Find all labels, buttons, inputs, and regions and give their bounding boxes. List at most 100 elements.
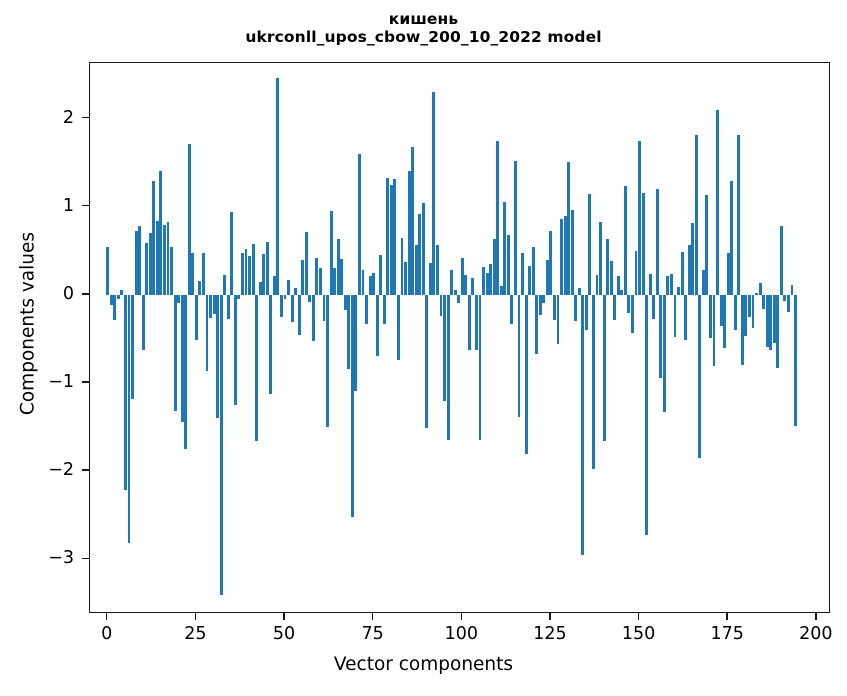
bar bbox=[350, 294, 354, 518]
bar bbox=[265, 241, 269, 295]
bar bbox=[283, 294, 287, 300]
x-tick-label: 50 bbox=[272, 624, 296, 644]
bar bbox=[677, 286, 680, 295]
bar bbox=[124, 294, 127, 490]
bar bbox=[159, 170, 163, 295]
bar bbox=[393, 179, 397, 295]
bar bbox=[783, 294, 787, 302]
x-tick-label: 75 bbox=[361, 624, 384, 644]
bar bbox=[216, 294, 220, 419]
y-tick-mark bbox=[82, 116, 89, 119]
bar bbox=[499, 286, 503, 295]
bar bbox=[453, 289, 457, 295]
x-tick-label: 150 bbox=[621, 624, 656, 644]
bar bbox=[170, 247, 173, 295]
bar bbox=[627, 294, 631, 314]
y-tick-label: 0 bbox=[62, 283, 74, 304]
bar bbox=[553, 294, 556, 320]
bar bbox=[400, 238, 404, 295]
bar bbox=[397, 294, 400, 361]
bar bbox=[659, 294, 663, 378]
bar bbox=[556, 294, 560, 345]
bar bbox=[545, 259, 549, 295]
bar bbox=[233, 294, 237, 406]
bar bbox=[755, 293, 758, 295]
x-tick-mark bbox=[194, 613, 197, 620]
x-tick-label: 175 bbox=[710, 624, 744, 644]
bar bbox=[361, 270, 365, 295]
bar bbox=[489, 264, 493, 295]
bar bbox=[365, 294, 368, 324]
bar bbox=[733, 294, 737, 331]
x-tick-mark bbox=[283, 613, 285, 620]
bar bbox=[109, 294, 113, 306]
bar bbox=[414, 244, 418, 295]
y-tick-mark bbox=[82, 557, 89, 560]
bar bbox=[134, 231, 138, 295]
bar bbox=[673, 294, 677, 338]
bar bbox=[641, 192, 645, 295]
bar bbox=[588, 194, 592, 295]
bar bbox=[141, 294, 145, 351]
bar bbox=[368, 276, 372, 295]
bar bbox=[492, 239, 496, 295]
x-axis-label: Vector components bbox=[333, 654, 514, 675]
bar bbox=[645, 294, 649, 535]
bar bbox=[131, 294, 134, 399]
bar bbox=[269, 294, 273, 394]
bar bbox=[521, 253, 524, 295]
x-tick-mark bbox=[637, 613, 640, 620]
bar bbox=[606, 239, 610, 295]
x-tick-label: 0 bbox=[101, 624, 113, 644]
bar bbox=[687, 244, 691, 295]
bar bbox=[560, 219, 563, 295]
y-tick-mark bbox=[82, 469, 89, 471]
bar bbox=[460, 257, 464, 295]
bar bbox=[280, 294, 283, 317]
chart-title-line-1: кишень bbox=[388, 10, 459, 28]
bar bbox=[202, 252, 205, 295]
bar bbox=[581, 294, 585, 555]
bar bbox=[386, 177, 390, 295]
bar bbox=[443, 294, 446, 401]
bar bbox=[411, 146, 415, 295]
bar bbox=[276, 77, 280, 295]
bar bbox=[602, 294, 606, 442]
bar bbox=[113, 294, 117, 320]
bar bbox=[418, 213, 422, 295]
bar bbox=[205, 294, 209, 371]
bar bbox=[173, 294, 177, 412]
bar bbox=[421, 203, 425, 295]
bar bbox=[787, 294, 790, 313]
bar bbox=[595, 275, 599, 295]
bar bbox=[613, 294, 617, 320]
bar bbox=[297, 294, 301, 335]
bar bbox=[219, 294, 223, 596]
bar bbox=[482, 266, 485, 295]
bar bbox=[358, 153, 361, 295]
x-tick-label: 100 bbox=[444, 624, 478, 644]
bar bbox=[616, 276, 620, 295]
bar bbox=[287, 279, 290, 295]
bar bbox=[584, 294, 588, 331]
bar bbox=[116, 294, 120, 300]
bar bbox=[662, 294, 666, 413]
bar bbox=[701, 270, 705, 295]
bar bbox=[570, 210, 574, 295]
bar bbox=[446, 294, 450, 441]
bar bbox=[315, 257, 319, 295]
bar bbox=[194, 294, 198, 340]
bar bbox=[748, 294, 751, 317]
bar bbox=[166, 221, 170, 295]
bar bbox=[599, 221, 602, 295]
chart-title: кишень ukrconll_upos_cbow_200_10_2022 mo… bbox=[0, 10, 847, 46]
bar bbox=[592, 294, 595, 470]
bar bbox=[230, 211, 234, 295]
bars-container bbox=[90, 63, 829, 612]
bar bbox=[354, 294, 358, 391]
bar bbox=[503, 202, 507, 295]
bar bbox=[737, 135, 741, 295]
bar bbox=[432, 92, 436, 295]
bar bbox=[680, 251, 684, 295]
